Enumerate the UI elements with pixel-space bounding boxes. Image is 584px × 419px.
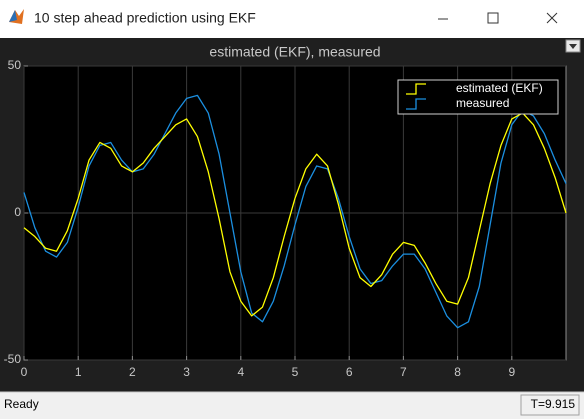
plot-title: estimated (EKF), measured bbox=[209, 44, 380, 60]
x-tick-label: 3 bbox=[183, 365, 190, 379]
legend-label: measured bbox=[456, 96, 509, 110]
x-tick-label: 8 bbox=[454, 365, 461, 379]
app-icon bbox=[9, 9, 24, 24]
x-tick-label: 4 bbox=[237, 365, 244, 379]
series-line bbox=[23, 94, 567, 329]
status-text: Ready bbox=[4, 397, 39, 411]
status-bar bbox=[0, 392, 584, 419]
maximize-button[interactable] bbox=[466, 2, 512, 34]
x-tick-label: 6 bbox=[346, 365, 353, 379]
legend-label: estimated (EKF) bbox=[456, 81, 543, 95]
legend-swatch bbox=[406, 83, 426, 95]
y-tick-label: 0 bbox=[14, 205, 21, 219]
legend-box bbox=[397, 79, 559, 115]
legend-swatch bbox=[406, 98, 426, 110]
y-tick-label: -50 bbox=[4, 352, 22, 366]
undock-button[interactable] bbox=[565, 39, 581, 53]
x-tick-label: 0 bbox=[21, 365, 28, 379]
time-box bbox=[520, 394, 580, 416]
x-tick-label: 9 bbox=[508, 365, 515, 379]
x-tick-label: 2 bbox=[129, 365, 136, 379]
series-line bbox=[23, 112, 567, 317]
x-tick-label: 5 bbox=[292, 365, 299, 379]
x-tick-label: 1 bbox=[75, 365, 82, 379]
close-button[interactable] bbox=[512, 2, 582, 34]
sim-time: T=9.915 bbox=[531, 397, 576, 411]
window-title: 10 step ahead prediction using EKF bbox=[34, 10, 256, 26]
minimize-button[interactable] bbox=[420, 2, 466, 34]
y-tick-label: 50 bbox=[8, 58, 22, 72]
x-tick-label: 7 bbox=[400, 365, 407, 379]
